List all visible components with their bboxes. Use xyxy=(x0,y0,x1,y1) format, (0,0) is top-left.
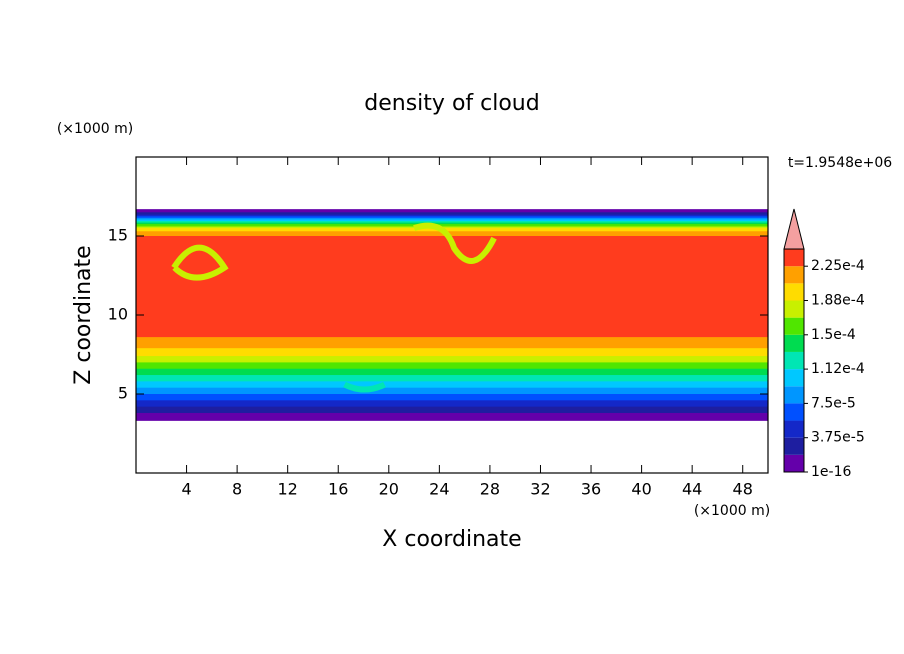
x-tick-label: 28 xyxy=(480,480,500,499)
colorbar-box xyxy=(784,266,804,284)
colorbar-label: 1e-16 xyxy=(811,464,851,480)
colorbar-box xyxy=(784,420,804,438)
colorbar-box xyxy=(784,369,804,387)
colorbar-box xyxy=(784,403,804,421)
vortex xyxy=(171,244,229,281)
vortex xyxy=(413,222,497,264)
x-tick-label: 48 xyxy=(733,480,753,499)
y-axis-label: Z coordinate xyxy=(71,245,96,384)
x-tick-label: 24 xyxy=(429,480,449,499)
y-tick-label: 5 xyxy=(118,384,128,403)
chart-title: density of cloud xyxy=(364,91,539,116)
x-tick-label: 36 xyxy=(581,480,601,499)
x-tick-label: 40 xyxy=(631,480,651,499)
y-tick-label: 15 xyxy=(108,226,128,245)
colorbar-label: 2.25e-4 xyxy=(811,258,865,274)
x-tick-label: 16 xyxy=(328,480,348,499)
x-tick-label: 20 xyxy=(379,480,399,499)
colorbar-box xyxy=(784,249,804,267)
x-axis-label: X coordinate xyxy=(382,527,521,552)
colorbar-label: 1.12e-4 xyxy=(811,361,865,377)
y-tick-label: 10 xyxy=(108,305,128,324)
x-tick-label: 44 xyxy=(682,480,702,499)
x-tick-label: 32 xyxy=(530,480,550,499)
colorbar-box xyxy=(784,386,804,404)
colorbar-label: 1.88e-4 xyxy=(811,293,865,309)
y-unit: (×1000 m) xyxy=(57,121,133,137)
x-tick-label: 4 xyxy=(181,480,191,499)
x-unit: (×1000 m) xyxy=(694,503,770,519)
colorbar-frame xyxy=(783,248,805,473)
time-label: t=1.9548e+06 xyxy=(788,155,892,171)
x-tick-label: 12 xyxy=(278,480,298,499)
colorbar-box xyxy=(784,283,804,301)
colorbar-box xyxy=(784,437,804,455)
colorbar-box xyxy=(784,334,804,352)
colorbar-box xyxy=(784,454,804,472)
colorbar-box xyxy=(784,351,804,370)
colorbar-box xyxy=(784,300,804,318)
colorbar-label: 7.5e-5 xyxy=(811,395,856,411)
colorbar-label: 3.75e-5 xyxy=(811,430,865,446)
plume xyxy=(343,381,386,393)
x-tick-label: 8 xyxy=(232,480,242,499)
colorbar-box xyxy=(784,317,804,335)
contour-field xyxy=(136,209,768,421)
colorbar-label: 1.5e-4 xyxy=(811,327,856,343)
field-band xyxy=(136,236,768,338)
